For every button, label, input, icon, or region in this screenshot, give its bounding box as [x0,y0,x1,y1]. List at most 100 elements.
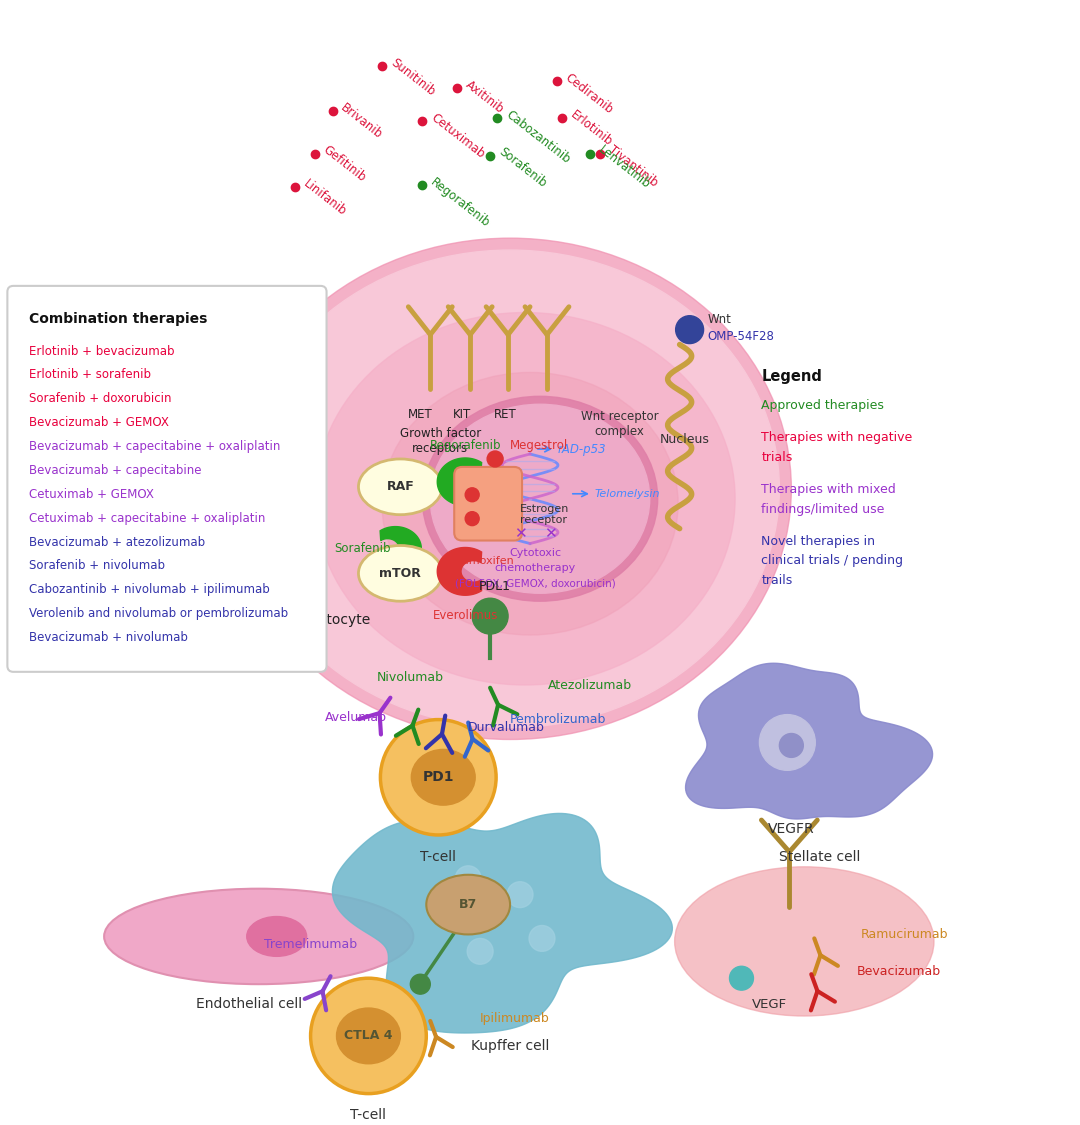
Text: Cediranib: Cediranib [563,71,616,116]
Text: Everolimus: Everolimus [432,609,498,622]
Text: Bevacizumab + atezolizumab: Bevacizumab + atezolizumab [29,536,205,549]
Text: Bevacizumab + nivolumab: Bevacizumab + nivolumab [29,631,188,644]
Ellipse shape [337,1008,401,1064]
Ellipse shape [311,979,427,1094]
Text: rAD-p53: rAD-p53 [558,442,607,456]
Ellipse shape [229,238,792,739]
Text: Tamoxifen: Tamoxifen [457,557,513,566]
Circle shape [508,882,534,908]
Ellipse shape [411,749,475,805]
Text: findings/limited use: findings/limited use [761,503,885,515]
Text: Cetuximab: Cetuximab [429,110,487,161]
Circle shape [780,734,804,757]
Circle shape [676,316,703,343]
Ellipse shape [675,866,934,1016]
Ellipse shape [315,313,735,685]
Text: T-cell: T-cell [420,849,456,864]
Text: mTOR: mTOR [379,567,421,579]
Text: Sorafenib: Sorafenib [496,145,549,190]
Polygon shape [437,458,482,506]
FancyBboxPatch shape [8,286,326,672]
Text: Avelumab: Avelumab [324,711,387,724]
Text: Nucleus: Nucleus [660,433,710,446]
Text: trials: trials [761,451,793,463]
Text: Therapies with mixed: Therapies with mixed [761,483,896,496]
Text: Atezolizumab: Atezolizumab [548,680,632,692]
Text: Durvalumab: Durvalumab [469,721,545,734]
Circle shape [468,938,494,964]
Text: KIT: KIT [454,407,471,421]
Text: Combination therapies: Combination therapies [29,312,207,326]
Text: VEGFR: VEGFR [768,822,814,836]
Text: Erlotinib + sorafenib: Erlotinib + sorafenib [29,369,151,381]
Text: Telomelysin: Telomelysin [595,488,660,498]
Text: Kupffer cell: Kupffer cell [471,1038,550,1053]
Text: Sorafenib: Sorafenib [334,542,391,555]
Text: Hepatocyte: Hepatocyte [291,613,370,627]
Text: T-cell: T-cell [350,1108,387,1123]
Text: Estrogen
receptor: Estrogen receptor [521,504,569,525]
Polygon shape [380,526,421,570]
Text: B7: B7 [459,898,477,911]
Text: Cetuximab + GEMOX: Cetuximab + GEMOX [29,488,154,501]
Text: Stellate cell: Stellate cell [779,849,860,864]
Text: CTLA 4: CTLA 4 [345,1029,393,1043]
Text: chemotherapy: chemotherapy [495,564,576,574]
Text: Legend: Legend [761,369,822,385]
Text: Megestrol: Megestrol [510,439,568,451]
Circle shape [529,926,555,952]
Text: Sorafenib + nivolumab: Sorafenib + nivolumab [29,559,165,573]
Text: Brivanib: Brivanib [338,101,386,142]
Text: Approved therapies: Approved therapies [761,399,885,412]
Text: Lenvatinib: Lenvatinib [596,144,652,191]
Circle shape [472,598,508,634]
Text: MET: MET [408,407,433,421]
Polygon shape [333,813,673,1033]
Circle shape [729,966,754,990]
Text: Linifanib: Linifanib [300,178,349,218]
Text: Ramucirumab: Ramucirumab [861,928,948,940]
Text: Bevacizumab + capecitabine + oxaliplatin: Bevacizumab + capecitabine + oxaliplatin [29,440,281,453]
Text: Regorafenib: Regorafenib [429,176,492,230]
Circle shape [465,488,480,502]
Ellipse shape [380,720,496,835]
Ellipse shape [430,404,650,593]
Text: Novel therapies in: Novel therapies in [761,534,876,548]
Circle shape [455,866,482,892]
Text: Therapies with negative: Therapies with negative [761,431,913,444]
Text: Pembrolizumab: Pembrolizumab [510,713,607,726]
Text: Bevacizumab + capecitabine: Bevacizumab + capecitabine [29,464,202,477]
Circle shape [487,451,503,467]
Text: PD1: PD1 [422,771,454,784]
Text: (FOLFOX, GEMOX, doxorubicin): (FOLFOX, GEMOX, doxorubicin) [455,578,616,588]
Circle shape [759,714,815,771]
Ellipse shape [427,875,510,935]
Text: Cabozantinib: Cabozantinib [503,108,572,165]
Text: Verolenib and nivolumab or pembrolizumab: Verolenib and nivolumab or pembrolizumab [29,608,288,620]
Polygon shape [686,664,932,819]
Text: Endothelial cell: Endothelial cell [195,997,301,1011]
Ellipse shape [422,396,658,601]
Text: Sorafenib + doxorubicin: Sorafenib + doxorubicin [29,393,172,405]
Text: Bevacizumab: Bevacizumab [858,965,942,978]
Text: trails: trails [761,575,793,587]
Text: clinical trials / pending: clinical trials / pending [761,555,904,567]
Text: Axitinib: Axitinib [463,78,507,116]
Text: ✕: ✕ [514,526,526,541]
Text: RAF: RAF [387,480,415,494]
Text: Ipilimumab: Ipilimumab [481,1011,550,1025]
Text: Gefitinib: Gefitinib [321,144,368,184]
Ellipse shape [246,917,307,956]
Circle shape [410,974,430,994]
Ellipse shape [104,889,414,984]
Text: Bevacizumab + GEMOX: Bevacizumab + GEMOX [29,416,170,430]
Text: OMP-54F28: OMP-54F28 [707,330,774,343]
Text: Sunitinib: Sunitinib [389,56,437,98]
Text: Cytotoxic: Cytotoxic [509,549,562,558]
Text: PDL1: PDL1 [480,579,511,593]
Text: Tremelimumab: Tremelimumab [264,938,357,951]
Text: Wnt: Wnt [707,313,731,326]
Text: Tivantinib: Tivantinib [606,144,660,190]
Text: ✕: ✕ [543,526,556,541]
Ellipse shape [359,546,442,601]
